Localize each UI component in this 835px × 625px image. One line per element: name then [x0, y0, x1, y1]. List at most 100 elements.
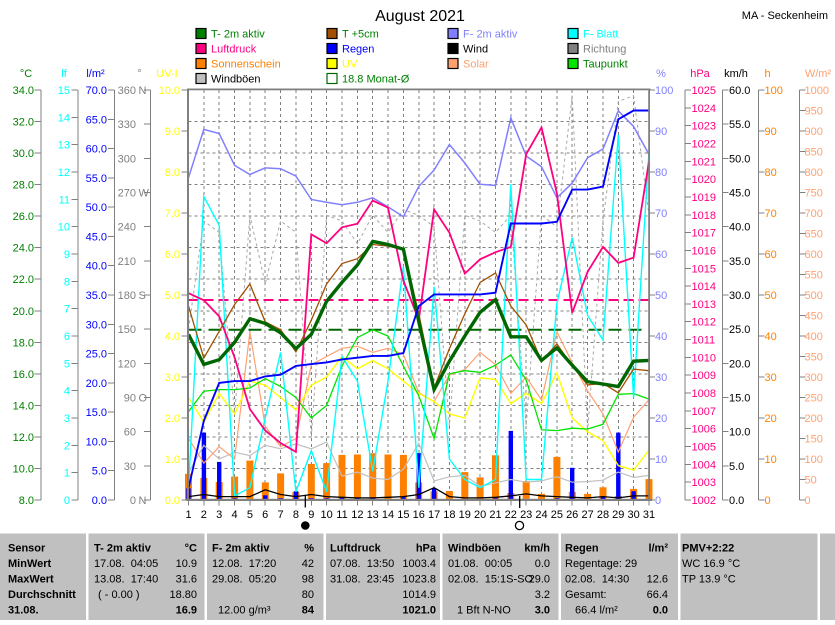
svg-text:1023: 1023 — [692, 121, 716, 133]
svg-text:3.0: 3.0 — [535, 605, 550, 617]
svg-text:9: 9 — [64, 249, 70, 261]
svg-text:14.0: 14.0 — [13, 400, 34, 412]
svg-text:UV-I: UV-I — [156, 68, 177, 80]
svg-text:300: 300 — [118, 153, 136, 165]
svg-text:6.0: 6.0 — [165, 249, 180, 261]
svg-text:9: 9 — [308, 509, 314, 521]
svg-text:60: 60 — [124, 427, 136, 439]
svg-text:15.0: 15.0 — [86, 407, 107, 419]
svg-text:1021.0: 1021.0 — [402, 605, 436, 617]
svg-text:80: 80 — [765, 167, 777, 179]
svg-text:550: 550 — [805, 270, 823, 282]
svg-text:28: 28 — [597, 509, 609, 521]
svg-text:750: 750 — [805, 188, 823, 200]
svg-text:0: 0 — [765, 495, 771, 507]
svg-text:25.0: 25.0 — [86, 349, 107, 361]
svg-text:Regentage: 29: Regentage: 29 — [565, 558, 637, 570]
svg-text:32.0: 32.0 — [13, 117, 34, 129]
svg-text:24.0: 24.0 — [13, 243, 34, 255]
svg-text:18.80: 18.80 — [169, 589, 197, 601]
svg-text:20.0: 20.0 — [729, 358, 750, 370]
svg-text:1: 1 — [185, 509, 191, 521]
svg-text:26: 26 — [566, 509, 578, 521]
svg-text:30: 30 — [655, 372, 667, 384]
svg-text:Sensor: Sensor — [8, 543, 46, 555]
svg-text:12.08. 17:20: 12.08. 17:20 — [212, 558, 276, 570]
svg-text:1011: 1011 — [692, 335, 716, 347]
svg-text:1: 1 — [64, 468, 70, 480]
svg-text:1.0: 1.0 — [165, 454, 180, 466]
svg-text:3.2: 3.2 — [535, 589, 550, 601]
svg-text:Gesamt:: Gesamt: — [565, 589, 607, 601]
svg-text:29: 29 — [612, 509, 624, 521]
svg-text:T- 2m aktiv: T- 2m aktiv — [211, 29, 265, 41]
svg-text:0.0: 0.0 — [729, 495, 744, 507]
svg-text:hPa: hPa — [690, 68, 710, 80]
svg-text:500: 500 — [805, 290, 823, 302]
svg-text:07.08. 13:50: 07.08. 13:50 — [330, 558, 394, 570]
svg-text:1002: 1002 — [692, 495, 716, 507]
svg-text:80: 80 — [655, 167, 667, 179]
svg-text:35.0: 35.0 — [729, 256, 750, 268]
svg-text:17.08. 04:05: 17.08. 04:05 — [94, 558, 158, 570]
svg-text:1 Bft N-NO: 1 Bft N-NO — [457, 605, 511, 617]
svg-text:°: ° — [137, 68, 141, 80]
svg-text:13: 13 — [367, 509, 379, 521]
svg-text:( - 0.00 ): ( - 0.00 ) — [98, 589, 140, 601]
svg-text:40: 40 — [765, 331, 777, 343]
svg-text:50: 50 — [805, 475, 817, 487]
svg-text:26.0: 26.0 — [13, 211, 34, 223]
svg-text:02.08. 14:30: 02.08. 14:30 — [565, 574, 629, 586]
svg-text:5: 5 — [247, 509, 253, 521]
svg-text:WC 16.9 °C: WC 16.9 °C — [682, 558, 740, 570]
svg-text:950: 950 — [805, 106, 823, 118]
svg-text:1009: 1009 — [692, 370, 716, 382]
svg-text:10: 10 — [58, 222, 70, 234]
svg-text:210: 210 — [118, 256, 136, 268]
svg-text:Windböen: Windböen — [211, 74, 261, 86]
svg-text:12: 12 — [58, 167, 70, 179]
svg-text:20: 20 — [474, 509, 486, 521]
svg-text:30.0: 30.0 — [86, 319, 107, 331]
svg-text:0: 0 — [805, 495, 811, 507]
svg-text:23: 23 — [520, 509, 532, 521]
svg-text:3: 3 — [216, 509, 222, 521]
svg-text:60: 60 — [655, 249, 667, 261]
svg-text:1003.4: 1003.4 — [402, 558, 436, 570]
svg-text:1015: 1015 — [692, 263, 716, 275]
svg-text:S: S — [139, 290, 146, 302]
svg-text:1018: 1018 — [692, 210, 716, 222]
svg-text:10.0: 10.0 — [86, 436, 107, 448]
svg-text:16.9: 16.9 — [176, 605, 197, 617]
svg-text:100: 100 — [655, 85, 673, 97]
svg-text:7: 7 — [278, 509, 284, 521]
svg-text:24: 24 — [535, 509, 547, 521]
svg-text:20: 20 — [765, 413, 777, 425]
svg-text:%: % — [304, 543, 314, 555]
svg-text:50.0: 50.0 — [86, 202, 107, 214]
svg-text:Regen: Regen — [565, 543, 599, 555]
svg-text:0.0: 0.0 — [92, 495, 107, 507]
svg-text:10: 10 — [320, 509, 332, 521]
svg-text:45.0: 45.0 — [729, 188, 750, 200]
svg-text:1010: 1010 — [692, 352, 716, 364]
svg-text:800: 800 — [805, 167, 823, 179]
svg-text:600: 600 — [805, 249, 823, 261]
svg-text:240: 240 — [118, 222, 136, 234]
svg-text:0: 0 — [130, 495, 136, 507]
svg-text:25: 25 — [551, 509, 563, 521]
svg-text:19: 19 — [459, 509, 471, 521]
svg-text:15.0: 15.0 — [729, 393, 750, 405]
svg-text:hPa: hPa — [416, 543, 437, 555]
svg-text:450: 450 — [805, 311, 823, 323]
svg-text:14: 14 — [382, 509, 394, 521]
svg-text:0: 0 — [655, 495, 661, 507]
svg-text:31: 31 — [643, 509, 655, 521]
svg-text:66.4: 66.4 — [647, 589, 668, 601]
svg-text:O: O — [139, 393, 148, 405]
svg-text:28.0: 28.0 — [13, 180, 34, 192]
svg-text:1017: 1017 — [692, 228, 716, 240]
svg-text:1007: 1007 — [692, 406, 716, 418]
svg-text:12: 12 — [351, 509, 363, 521]
svg-text:Durchschnitt: Durchschnitt — [8, 589, 76, 601]
